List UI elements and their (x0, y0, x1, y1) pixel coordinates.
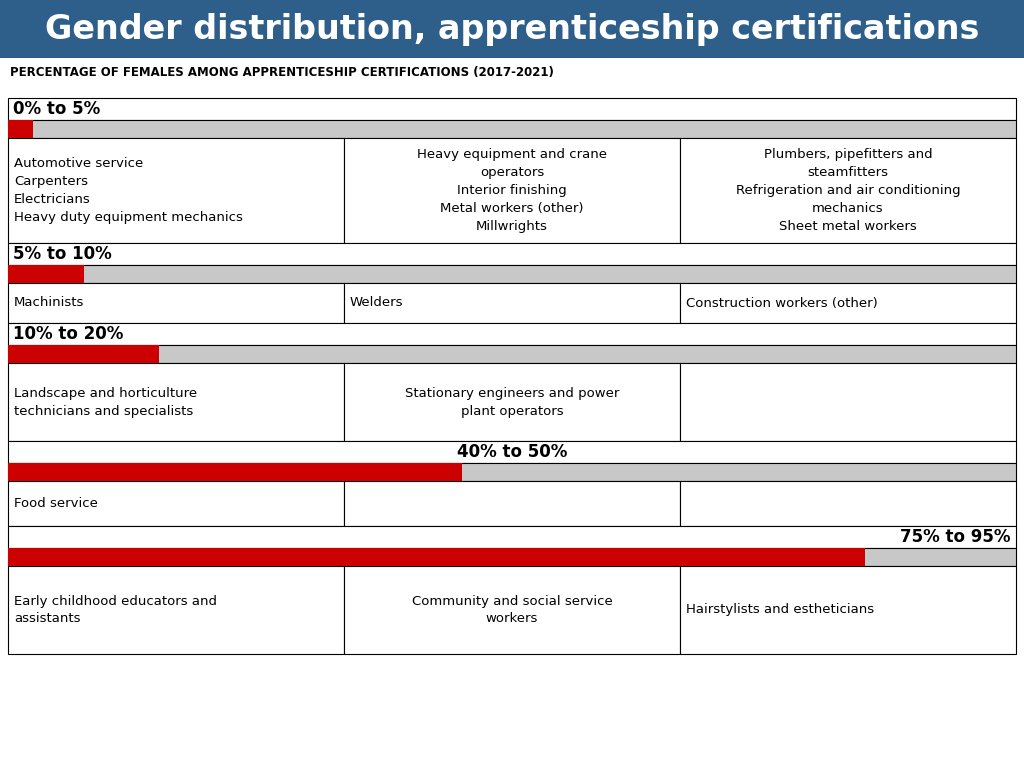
Text: Hairstylists and estheticians: Hairstylists and estheticians (686, 604, 874, 617)
Bar (8, 243, 1016, 265)
Bar (8, 463, 462, 481)
Bar (8, 441, 1016, 463)
Bar (8, 481, 344, 526)
Bar (8, 463, 1016, 481)
Text: Stationary engineers and power
plant operators: Stationary engineers and power plant ope… (404, 386, 620, 418)
Bar (8, 138, 344, 243)
Bar (680, 566, 1016, 654)
Bar (344, 481, 680, 526)
Text: PERCENTAGE OF FEMALES AMONG APPRENTICESHIP CERTIFICATIONS (2017-2021): PERCENTAGE OF FEMALES AMONG APPRENTICESH… (10, 66, 554, 79)
Bar (8, 323, 1016, 345)
Bar (680, 481, 1016, 526)
Bar (680, 138, 1016, 243)
Text: Machinists: Machinists (14, 296, 84, 310)
Bar (344, 138, 680, 243)
Text: Construction workers (other): Construction workers (other) (686, 296, 878, 310)
Bar (680, 283, 1016, 323)
Bar (8, 345, 1016, 363)
Bar (8, 283, 344, 323)
Bar (344, 566, 680, 654)
Text: Landscape and horticulture
technicians and specialists: Landscape and horticulture technicians a… (14, 386, 198, 418)
Bar (344, 363, 680, 441)
Text: 5% to 10%: 5% to 10% (13, 245, 112, 263)
Text: 75% to 95%: 75% to 95% (900, 528, 1011, 546)
Text: Heavy equipment and crane
operators
Interior finishing
Metal workers (other)
Mil: Heavy equipment and crane operators Inte… (417, 148, 607, 233)
Text: Community and social service
workers: Community and social service workers (412, 594, 612, 625)
Bar (8, 363, 344, 441)
Bar (8, 120, 1016, 138)
Text: Food service: Food service (14, 497, 98, 510)
Bar (8, 548, 1016, 566)
Text: Plumbers, pipefitters and
steamfitters
Refrigeration and air conditioning
mechan: Plumbers, pipefitters and steamfitters R… (735, 148, 961, 233)
Bar (8, 526, 1016, 548)
Bar (8, 566, 344, 654)
Bar (8, 345, 159, 363)
Text: Welders: Welders (350, 296, 403, 310)
Text: 10% to 20%: 10% to 20% (13, 325, 123, 343)
Bar (8, 265, 1016, 283)
Bar (0, 0, 1024, 58)
Bar (8, 98, 1016, 120)
Bar (680, 363, 1016, 441)
Bar (344, 283, 680, 323)
Bar (8, 548, 865, 566)
Text: 0% to 5%: 0% to 5% (13, 100, 100, 118)
Bar (8, 265, 84, 283)
Bar (8, 120, 33, 138)
Text: Early childhood educators and
assistants: Early childhood educators and assistants (14, 594, 217, 625)
Text: 40% to 50%: 40% to 50% (457, 443, 567, 461)
Text: Gender distribution, apprenticeship certifications: Gender distribution, apprenticeship cert… (45, 12, 979, 45)
Text: Automotive service
Carpenters
Electricians
Heavy duty equipment mechanics: Automotive service Carpenters Electricia… (14, 157, 243, 224)
